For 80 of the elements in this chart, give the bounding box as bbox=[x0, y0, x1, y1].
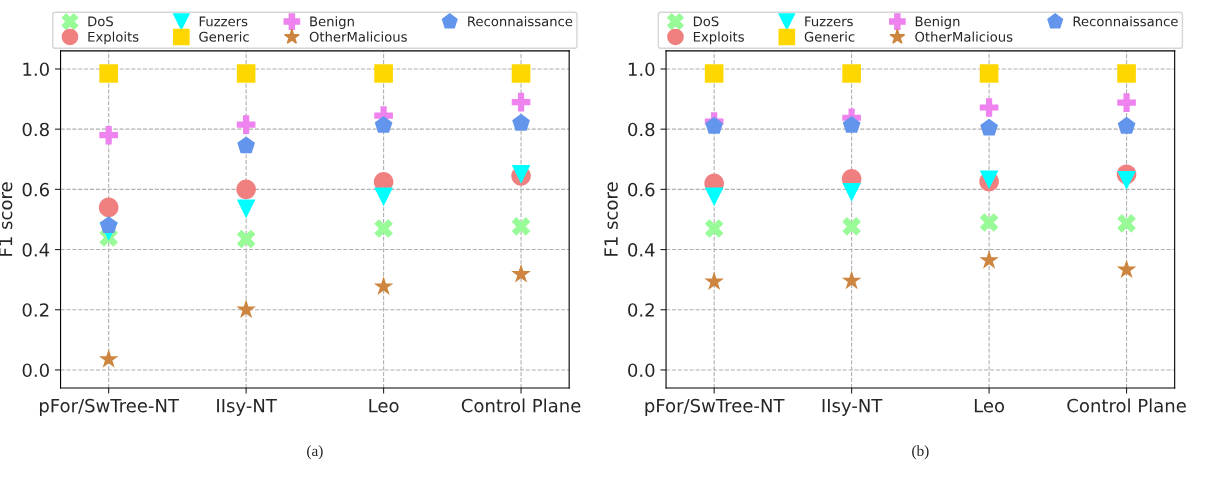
point bbox=[842, 217, 861, 236]
point bbox=[98, 197, 119, 218]
point bbox=[511, 217, 531, 236]
legend-label: Fuzzers bbox=[805, 16, 853, 27]
y-tick-label: 0.6 bbox=[628, 182, 655, 197]
y-tick-label: 0.4 bbox=[22, 243, 50, 257]
point bbox=[1117, 64, 1136, 83]
y-tick-label: 1.0 bbox=[23, 62, 49, 77]
point bbox=[1117, 214, 1136, 233]
x-tick-label: Leo bbox=[369, 398, 399, 413]
point bbox=[236, 179, 256, 200]
x-tick-label: Control Plane bbox=[1067, 398, 1186, 413]
legend-label: Fuzzers bbox=[199, 16, 248, 27]
point bbox=[236, 64, 256, 83]
x-tick-label: pFor/SwTree-NT bbox=[39, 398, 180, 416]
point bbox=[511, 92, 531, 112]
legend-label: Exploits bbox=[88, 31, 139, 45]
y-tick-label: 0.2 bbox=[22, 303, 49, 317]
point bbox=[511, 64, 531, 83]
x-tick-label: pFor/SwTree-NT bbox=[645, 398, 785, 416]
y-tick-label: 0.8 bbox=[628, 122, 655, 137]
point bbox=[842, 183, 861, 202]
point bbox=[979, 98, 999, 117]
point bbox=[374, 219, 393, 238]
y-tick-label: 1.0 bbox=[628, 62, 655, 77]
point bbox=[704, 219, 724, 238]
x-tick-label: Leo bbox=[974, 398, 1005, 413]
legend-label: Reconnaissance bbox=[1073, 16, 1178, 27]
legend-label: Generic bbox=[199, 31, 249, 42]
point bbox=[1116, 259, 1137, 279]
text: (a) bbox=[307, 445, 323, 460]
legend-label: Exploits bbox=[693, 31, 744, 45]
point bbox=[1117, 93, 1136, 113]
legend-label: Benign bbox=[310, 16, 354, 29]
point bbox=[99, 64, 118, 83]
point bbox=[841, 270, 862, 290]
text: (b) bbox=[912, 445, 929, 460]
point bbox=[704, 64, 724, 83]
point bbox=[237, 136, 255, 154]
point bbox=[980, 118, 998, 136]
point bbox=[373, 276, 394, 295]
point bbox=[979, 64, 999, 83]
x-tick-label: IIsy-NT bbox=[822, 398, 883, 416]
point bbox=[99, 125, 118, 145]
point bbox=[1117, 171, 1136, 190]
point bbox=[98, 349, 119, 368]
point bbox=[236, 229, 256, 249]
point bbox=[842, 64, 861, 83]
point bbox=[374, 64, 393, 83]
legend-label: Reconnaissance bbox=[468, 16, 573, 27]
legend-label: OtherMalicious bbox=[309, 31, 407, 42]
point bbox=[236, 299, 256, 319]
legend-label: DoS bbox=[88, 16, 113, 27]
point bbox=[236, 199, 256, 219]
x-tick-label: IIsy-NT bbox=[217, 398, 277, 416]
point bbox=[979, 250, 999, 269]
point bbox=[1117, 116, 1136, 134]
point bbox=[236, 115, 256, 134]
point bbox=[842, 115, 861, 133]
y-tick-label: 0.4 bbox=[628, 243, 655, 257]
point bbox=[704, 187, 724, 207]
y-tick-label: 0.2 bbox=[628, 303, 654, 317]
point bbox=[99, 216, 118, 234]
y-tick-label: 0.8 bbox=[22, 122, 49, 137]
point bbox=[979, 213, 999, 232]
y-tick-label: 0.6 bbox=[22, 182, 49, 197]
point bbox=[374, 115, 393, 133]
point bbox=[512, 113, 530, 131]
point bbox=[374, 187, 393, 207]
legend-label: Generic bbox=[804, 31, 855, 42]
x-tick-label: Control Plane bbox=[461, 398, 581, 413]
point bbox=[511, 263, 531, 283]
y-tick-label: 0.0 bbox=[628, 363, 655, 378]
point bbox=[704, 271, 724, 291]
point bbox=[705, 116, 724, 134]
y-axis-title: F1 score bbox=[604, 182, 618, 256]
legend-label: DoS bbox=[693, 16, 719, 27]
legend-label: Benign bbox=[915, 16, 960, 29]
legend-label: OtherMalicious bbox=[915, 31, 1013, 42]
y-tick-label: 0.0 bbox=[22, 363, 49, 378]
